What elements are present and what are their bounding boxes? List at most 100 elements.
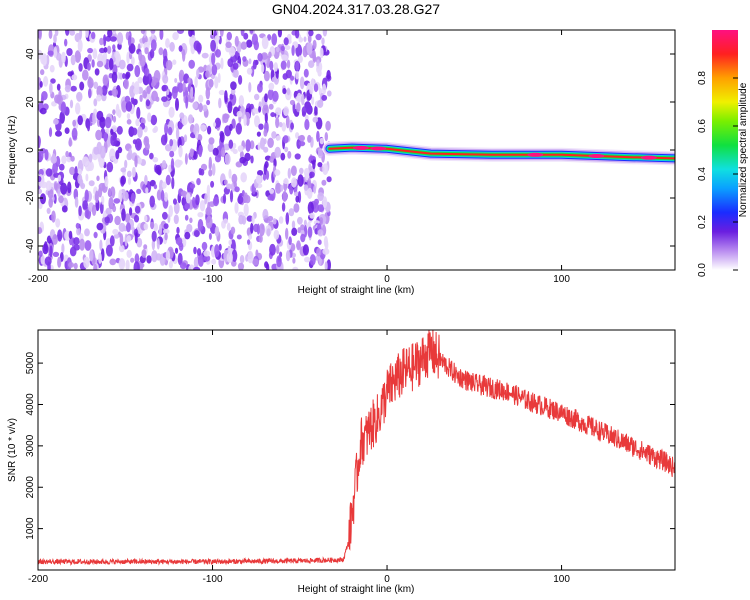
noise-blob (263, 70, 270, 82)
noise-blob (57, 188, 61, 198)
noise-blob (155, 96, 160, 102)
noise-blob (140, 30, 146, 34)
noise-blob (144, 215, 148, 222)
noise-blob (87, 77, 94, 89)
noise-blob (193, 246, 197, 255)
noise-blob (286, 59, 291, 69)
noise-blob (226, 222, 231, 231)
noise-blob (295, 195, 300, 203)
noise-blob (143, 244, 148, 250)
noise-blob (132, 139, 137, 145)
snr-xtick-label: 100 (553, 574, 570, 585)
noise-blob (195, 194, 200, 206)
noise-blob (96, 175, 100, 182)
noise-blob (260, 64, 265, 73)
noise-blob (309, 171, 315, 178)
noise-blob (324, 261, 328, 270)
noise-blob (103, 132, 108, 142)
noise-blob (282, 135, 289, 144)
noise-blob (248, 82, 252, 93)
noise-blob (58, 195, 64, 204)
noise-blob (55, 218, 61, 228)
noise-blob (126, 235, 132, 242)
noise-blob (124, 159, 128, 169)
noise-blob (126, 249, 132, 258)
noise-blob (53, 118, 59, 125)
noise-blob (269, 243, 276, 256)
noise-blob (236, 110, 243, 118)
noise-blob (185, 192, 191, 204)
noise-blob (234, 202, 239, 214)
noise-blob (249, 30, 254, 34)
noise-blob (109, 235, 115, 247)
noise-blob (177, 30, 184, 34)
noise-blob (136, 237, 143, 248)
noise-blob (267, 137, 274, 148)
noise-blob (264, 112, 268, 123)
noise-blob (211, 258, 217, 265)
colorbar: 0.0 0.2 0.4 0.6 0.8 Normalized spectral ampl… (697, 30, 749, 277)
noise-blob (268, 82, 275, 91)
noise-blob (65, 150, 69, 158)
noise-blob (108, 58, 114, 70)
noise-blob (291, 227, 298, 236)
noise-blob (277, 107, 282, 115)
noise-blob (155, 164, 162, 175)
noise-blob (120, 167, 127, 173)
noise-blob (256, 223, 260, 235)
noise-blob (111, 88, 119, 97)
noise-blob (60, 182, 68, 195)
noise-blob (38, 30, 42, 40)
noise-blob (303, 36, 307, 42)
noise-blob (314, 255, 321, 261)
noise-blob (59, 163, 65, 171)
snr-ytick-label: 2000 (25, 476, 36, 499)
noise-blob (189, 148, 194, 158)
noise-blob (293, 203, 300, 213)
noise-blob (60, 101, 67, 114)
noise-blob (247, 250, 254, 264)
noise-blob (48, 197, 53, 208)
noise-blob (69, 99, 74, 109)
spectrogram-xtick-label: 100 (553, 274, 570, 285)
noise-blob (298, 140, 306, 147)
noise-blob (270, 112, 276, 118)
noise-blob (130, 96, 135, 104)
noise-blob (214, 35, 220, 42)
noise-blob (122, 191, 129, 202)
noise-blob (285, 227, 289, 240)
noise-blob (103, 34, 107, 47)
noise-blob (153, 125, 158, 133)
noise-blob (54, 182, 58, 191)
noise-blob (231, 249, 238, 262)
signal-hotspot (527, 152, 544, 157)
noise-blob (266, 228, 271, 237)
noise-blob (198, 102, 203, 113)
snr-panel: -200 -100 0 100 1000 2000 3000 4000 5000 Height … (7, 329, 676, 595)
noise-blob (86, 62, 91, 71)
snr-xlabel: Height of straight line (km) (298, 584, 415, 595)
noise-blob (93, 263, 98, 270)
noise-blob (219, 132, 225, 143)
noise-blob (128, 148, 133, 161)
noise-blob (178, 242, 184, 252)
noise-blob (249, 140, 255, 150)
noise-blob (108, 197, 114, 210)
noise-blob (188, 114, 194, 124)
noise-blob (162, 211, 168, 220)
noise-blob (287, 151, 292, 159)
noise-blob (124, 213, 131, 223)
noise-blob (73, 262, 78, 270)
noise-blob (317, 69, 322, 77)
noise-blob (55, 130, 62, 137)
noise-blob (208, 169, 213, 177)
noise-blob (150, 114, 158, 126)
noise-blob (237, 145, 244, 153)
noise-blob (313, 83, 319, 93)
noise-blob (240, 41, 247, 50)
noise-blob (174, 78, 178, 83)
noise-blob (277, 30, 282, 38)
noise-blob (211, 163, 216, 176)
noise-blob (267, 215, 274, 222)
noise-blob (290, 75, 295, 81)
